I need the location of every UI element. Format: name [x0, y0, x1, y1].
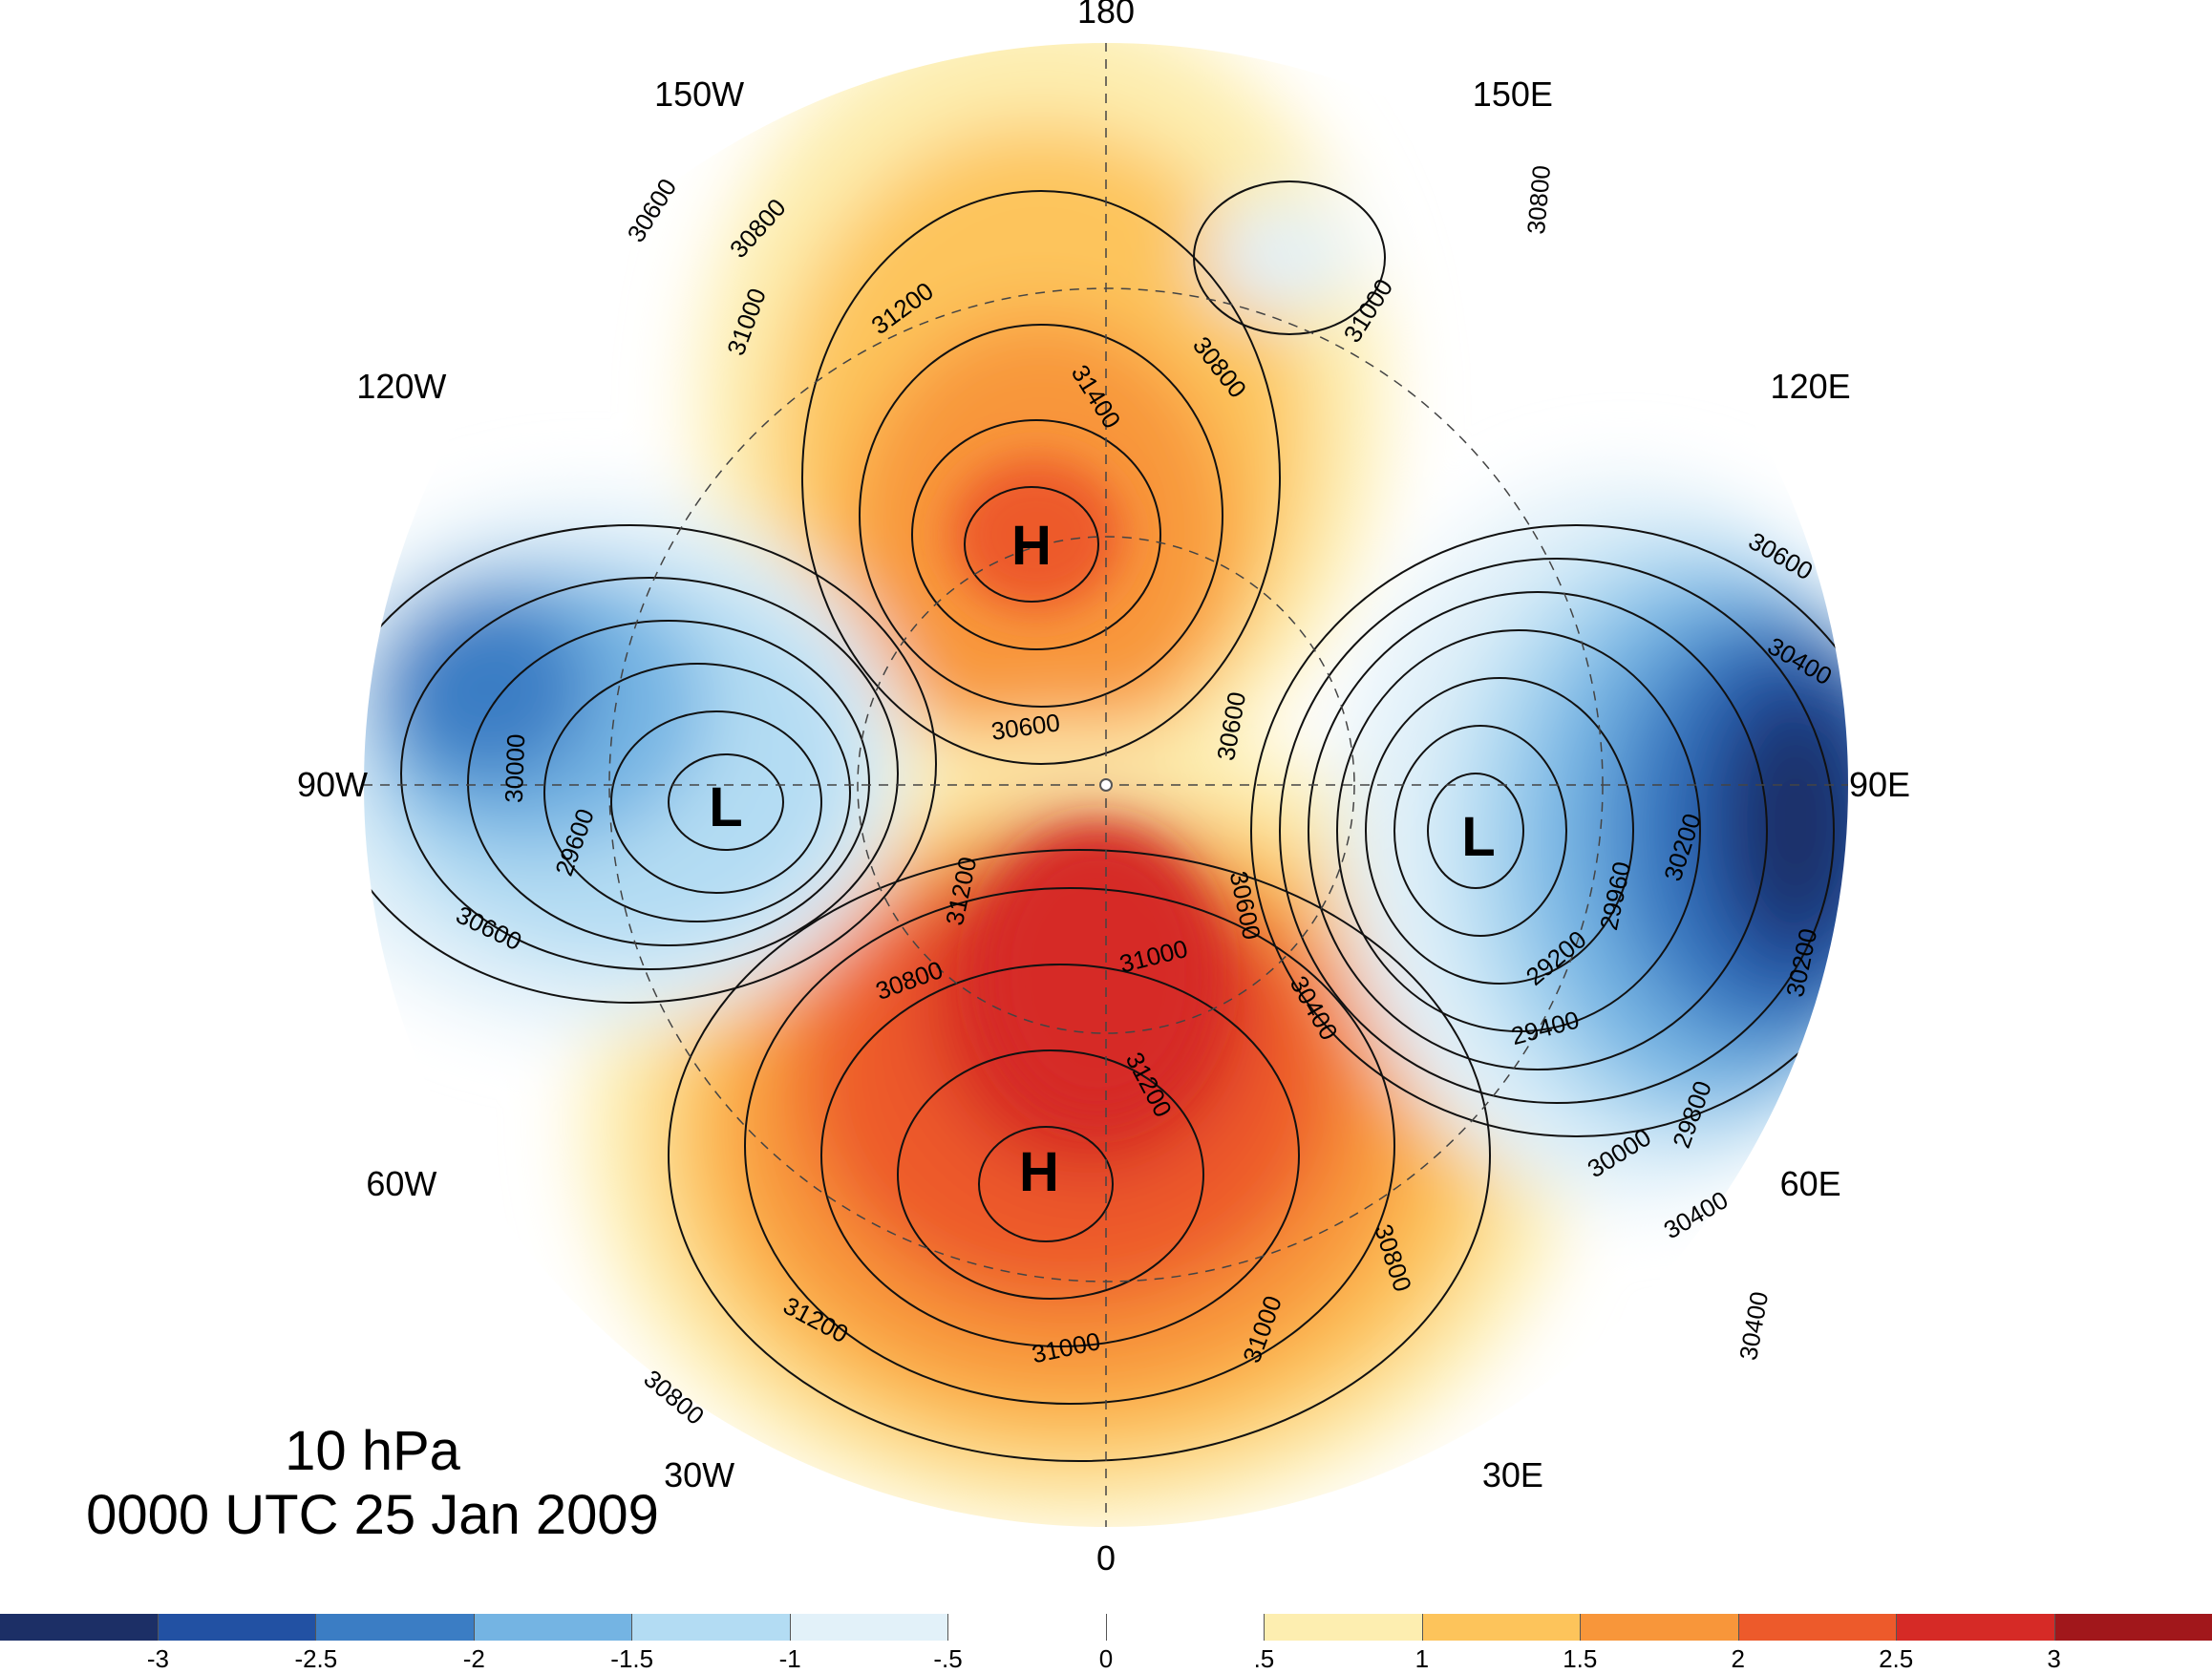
- colorbar-segment-13: [2054, 1614, 2212, 1641]
- pressure-center-high-north: H: [1011, 515, 1052, 577]
- lon-label-7: 30W: [664, 1455, 735, 1495]
- colorbar-segment-12: [1897, 1614, 2055, 1641]
- colorbar-tick-9: 1.5: [1563, 1644, 1598, 1673]
- colorbar-tick-8: 1: [1414, 1644, 1430, 1673]
- colorbar-segment-9: [1422, 1614, 1581, 1641]
- colorbar-tick-5: -.5: [933, 1644, 963, 1673]
- colorbar-tick-0: -3: [146, 1644, 169, 1673]
- colorbar-segment-6: [948, 1614, 1107, 1641]
- colorbar-segment-0: [0, 1614, 159, 1641]
- colorbar-tick-6: 0: [1098, 1644, 1114, 1673]
- colorbar-segment-4: [632, 1614, 791, 1641]
- map-caption: 10 hPa 0000 UTC 25 Jan 2009: [29, 1421, 716, 1549]
- lon-label-10: 120W: [356, 366, 447, 406]
- colorbar-tick-11: 2.5: [1879, 1644, 1914, 1673]
- pole-marker: [1099, 778, 1113, 792]
- lon-label-6: 0: [1095, 1538, 1117, 1578]
- colorbar-tick-labels: -3 -2.5 -2 -1.5 -1 -.5 0 .5 1 1.5 2 2.5 3: [0, 1644, 2212, 1673]
- lon-label-0: 180: [1076, 0, 1136, 31]
- map-border: [362, 41, 1850, 1529]
- colorbar-segment-10: [1581, 1614, 1739, 1641]
- lon-label-8: 60W: [366, 1163, 437, 1203]
- lon-label-3: 90E: [1848, 765, 1911, 804]
- lon-label-11: 150W: [654, 74, 745, 114]
- colorbar-segment-5: [790, 1614, 948, 1641]
- colorbar-tick-2: -2: [462, 1644, 485, 1673]
- pressure-level: 10 hPa: [285, 1420, 460, 1482]
- colorbar-segment-2: [316, 1614, 475, 1641]
- colorbar-segment-7: [1106, 1614, 1265, 1641]
- contour-label-7: 30800: [1521, 164, 1556, 236]
- colorbar-tick-7: .5: [1253, 1644, 1275, 1673]
- pressure-center-low-west: L: [709, 776, 743, 838]
- lon-label-4: 60E: [1779, 1163, 1841, 1203]
- colorbar: [0, 1614, 2212, 1641]
- colorbar-tick-10: 2: [1731, 1644, 1745, 1673]
- colorbar-tick-4: -1: [778, 1644, 801, 1673]
- valid-time: 0000 UTC 25 Jan 2009: [86, 1484, 659, 1546]
- lon-label-1: 150E: [1472, 74, 1553, 114]
- colorbar-tick-1: -2.5: [294, 1644, 338, 1673]
- pressure-center-high-south: H: [1019, 1141, 1059, 1203]
- shaded-anomaly-field: [363, 42, 1849, 1528]
- colorbar-segment-11: [1738, 1614, 1897, 1641]
- colorbar-tick-3: -1.5: [610, 1644, 654, 1673]
- contour-label-18: 30400: [1733, 1289, 1774, 1362]
- height-contours: [363, 180, 1849, 1462]
- colorbar-segment-8: [1265, 1614, 1423, 1641]
- colorbar-tick-12: 3: [2047, 1644, 2061, 1673]
- lon-label-9: 90W: [296, 765, 369, 804]
- colorbar-segment-3: [474, 1614, 632, 1641]
- pressure-center-low-east: L: [1461, 806, 1496, 868]
- lon-label-2: 120E: [1770, 366, 1851, 406]
- contour-label-32: 30000: [500, 733, 531, 803]
- lon-label-5: 30E: [1481, 1455, 1543, 1495]
- colorbar-segment-1: [158, 1614, 316, 1641]
